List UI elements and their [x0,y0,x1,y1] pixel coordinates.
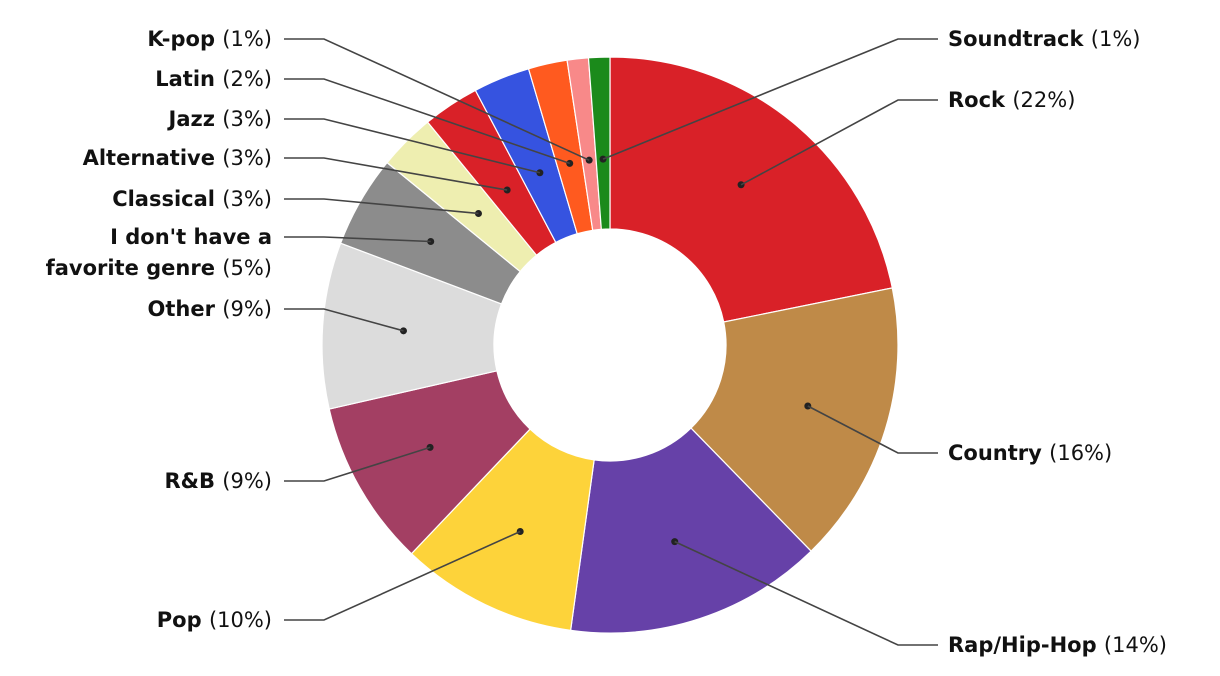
slice-country [690,287,899,553]
slice-label-pop: Pop (10%) [157,608,272,632]
slice-label-r-b: R&B (9%) [164,469,272,493]
slice-label-classical: Classical (3%) [112,187,272,211]
slice-rap-hip-hop [569,427,812,634]
leader-line-country [807,405,938,454]
leader-line-classical [284,198,479,215]
leader-line-pop [284,530,521,621]
donut-slices [321,56,899,634]
slice-label-rap-hip-hop: Rap/Hip-Hop (14%) [948,633,1167,657]
slice-label-latin: Latin (2%) [155,67,272,91]
slice-label-rock: Rock (22%) [948,88,1075,112]
leader-line-soundtrack [602,38,938,160]
slice-labels: Rock (22%) Country (16%) Rap/Hip-Hop (14%)… [46,27,1167,657]
leader-line-k-pop [284,38,590,161]
slice-label-alternative: Alternative (3%) [83,146,272,170]
slice-label-jazz: Jazz (3%) [167,107,272,131]
leader-line-latin [284,78,571,165]
leader-line-rap-hip-hop [674,540,938,646]
leader-line-alternative [284,157,508,191]
slice-label-i-don-t-have-a-favorite-genre: I don't have a favorite genre (5%) [46,225,272,280]
leader-line-r-b [284,446,431,482]
leader-line-other [284,308,404,332]
leader-line-i-don-t-have-a-favorite-genre [284,236,431,243]
slice-label-other: Other (9%) [148,297,272,321]
leader-lines [284,38,938,646]
slice-label-k-pop: K-pop (1%) [147,27,272,51]
slice-rock [609,56,893,323]
leader-line-jazz [284,118,541,174]
slice-label-country: Country (16%) [948,441,1112,465]
slice-label-soundtrack: Soundtrack (1%) [948,27,1140,51]
slice-soundtrack [587,56,611,230]
leader-line-rock [740,99,938,186]
